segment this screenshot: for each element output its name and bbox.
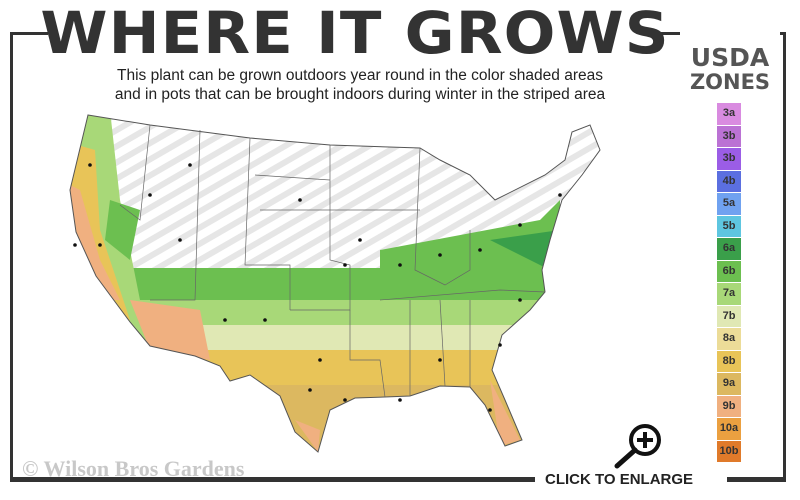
legend-heading: USDA ZONES: [678, 43, 782, 94]
subtitle-line-1: This plant can be grown outdoors year ro…: [117, 67, 603, 84]
copyright-watermark: © Wilson Bros Gardens: [22, 456, 245, 481]
legend-zone-6b: 6b: [717, 260, 741, 283]
subtitle-line-2: and in pots that can be brought indoors …: [114, 86, 606, 103]
page-title: WHERE IT GROWS: [40, 0, 670, 67]
legend-zone-7a: 7a: [717, 283, 741, 306]
legend-zone-10a: 10a: [717, 418, 741, 441]
legend-zone-3b: 3b: [717, 148, 741, 171]
legend-zone-9b: 9b: [717, 395, 741, 418]
legend-zone-7b: 7b: [717, 305, 741, 328]
legend-zone-10b: 10b: [717, 440, 741, 463]
city-markers: [73, 163, 562, 412]
legend-zone-5a: 5a: [717, 193, 741, 216]
legend-heading-usda: USDA: [690, 43, 770, 72]
legend-zone-9a: 9a: [717, 373, 741, 396]
magnifier-plus-icon[interactable]: [605, 420, 665, 470]
click-to-enlarge-link[interactable]: CLICK TO ENLARGE: [545, 471, 694, 488]
legend-zone-8b: 8b: [717, 350, 741, 373]
legend-zone-8a: 8a: [717, 328, 741, 351]
state-borders: [119, 124, 546, 398]
legend-zone-3b: 3b: [717, 125, 741, 148]
legend-zone-5b: 5b: [717, 215, 741, 238]
legend-zone-6a: 6a: [717, 238, 741, 261]
zone-legend: 3a 3b 3b 4b 5a 5b 6a 6b 7a 7b 8a 8b 9a 9b 10a 10b: [717, 103, 741, 463]
legend-heading-zones: ZONES: [689, 70, 771, 94]
legend-zone-3a: 3a: [717, 103, 741, 126]
subtitle: This plant can be grown outdoors year ro…: [40, 66, 680, 104]
legend-zone-4b: 4b: [717, 170, 741, 193]
